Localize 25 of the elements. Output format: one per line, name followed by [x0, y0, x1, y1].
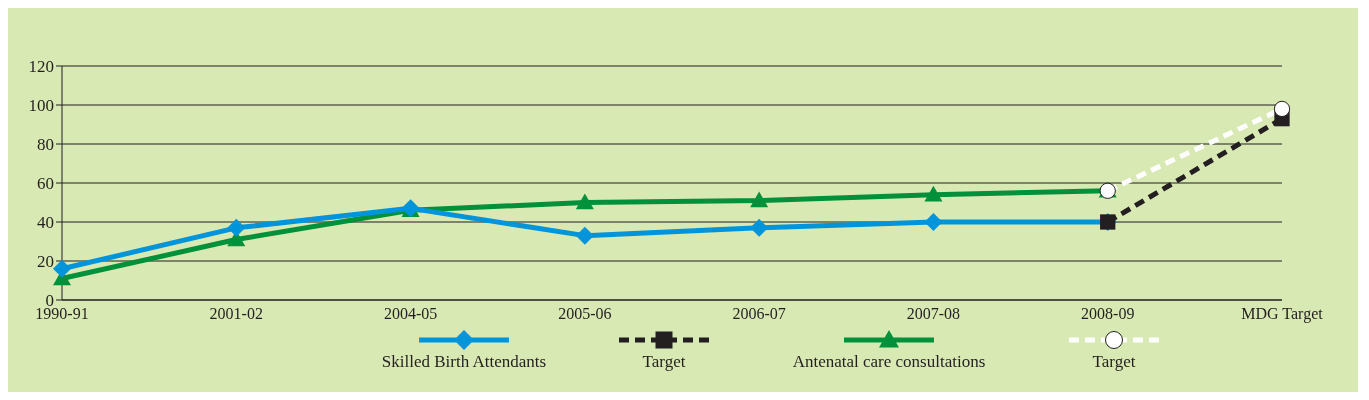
x-tick-label: 2006-07 [732, 305, 786, 323]
point [924, 185, 943, 202]
point [750, 191, 769, 208]
y-tick-label: 60 [37, 174, 54, 194]
point [227, 218, 246, 237]
legend-label: Skilled Birth Attendants [381, 352, 547, 372]
y-tick-label: 120 [28, 57, 54, 77]
x-tick-label: 2008-09 [1081, 305, 1135, 323]
x-tick-label: 2004-05 [383, 305, 438, 323]
x-tick-label: MDG Target [1241, 305, 1324, 324]
point [575, 193, 594, 210]
y-tick-label: 80 [37, 135, 54, 155]
legend-label: Antenatal care consultations [792, 352, 986, 372]
x-tick-label: 2005-06 [558, 305, 612, 323]
y-tick-label: 40 [37, 213, 54, 233]
x-tick-label: 2001-02 [209, 305, 263, 323]
x-tick-label: 2007-08 [906, 305, 961, 323]
y-tick-label: 20 [37, 252, 54, 272]
legend-label: Target [1092, 352, 1136, 372]
point [1273, 100, 1291, 118]
point [924, 213, 943, 231]
y-tick-label: 100 [28, 96, 54, 116]
point [53, 259, 71, 278]
point [575, 226, 594, 245]
legend-label: Target [642, 352, 686, 372]
